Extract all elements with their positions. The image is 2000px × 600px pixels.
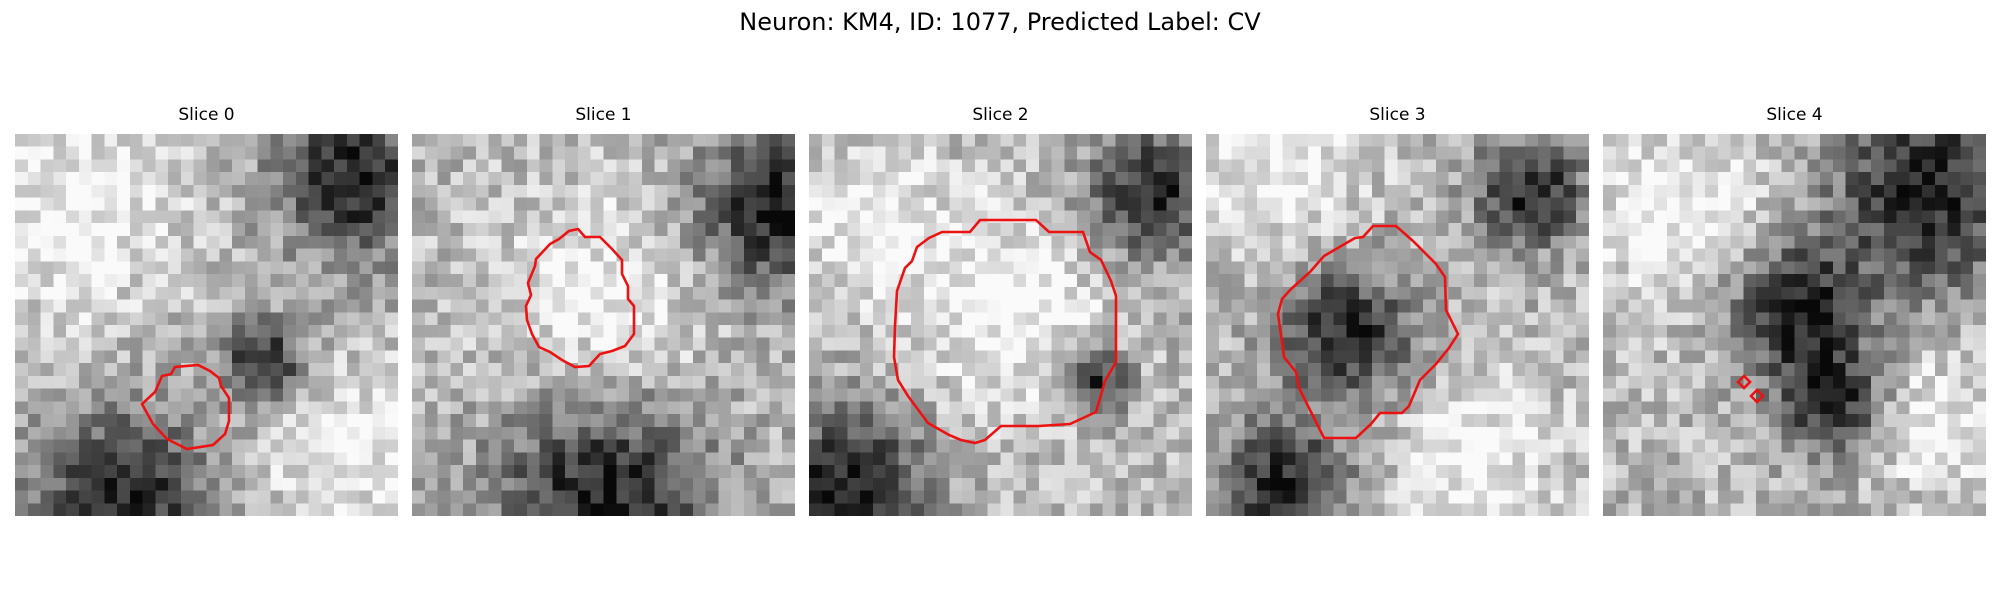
slice-panel-2: Slice 2 xyxy=(809,104,1192,516)
slice-image xyxy=(15,134,398,516)
slice-panel-0: Slice 0 xyxy=(15,104,398,516)
slice-title: Slice 3 xyxy=(1369,105,1426,125)
roi-contour xyxy=(1736,374,1765,404)
slice-image xyxy=(412,134,795,516)
slice-title: Slice 1 xyxy=(575,105,632,125)
figure-title: Neuron: KM4, ID: 1077, Predicted Label: … xyxy=(739,8,1261,36)
slice-image xyxy=(1603,134,1986,516)
slice-image xyxy=(1206,134,1589,516)
slice-title: Slice 2 xyxy=(972,105,1029,125)
roi-contour xyxy=(524,227,636,369)
roi-contour xyxy=(140,363,231,451)
slice-title: Slice 4 xyxy=(1766,105,1823,125)
slice-panel-1: Slice 1 xyxy=(412,104,795,516)
slice-panel-3: Slice 3 xyxy=(1206,104,1589,516)
slice-panel-4: Slice 4 xyxy=(1603,104,1986,516)
roi-contour xyxy=(1276,224,1460,440)
roi-contour xyxy=(892,218,1118,445)
slice-title: Slice 0 xyxy=(178,105,235,125)
slice-image xyxy=(809,134,1192,516)
